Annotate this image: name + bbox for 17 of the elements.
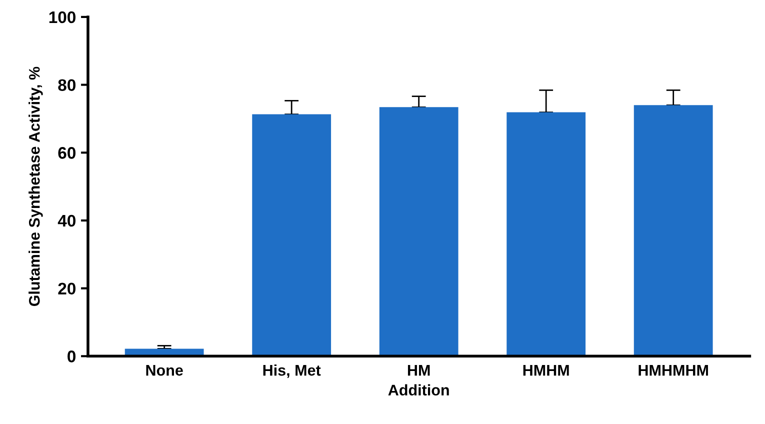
x-tick-label: None: [146, 365, 183, 376]
bar: [506, 112, 586, 356]
x-tick-label: His, Met: [263, 364, 321, 378]
y-tick-label: 100: [49, 11, 76, 24]
bar: [379, 107, 458, 356]
x-tick-label: HM: [408, 365, 430, 376]
y-axis-title: Glutamine Synthetase Activity, %: [28, 66, 43, 306]
y-tick-label: 20: [58, 282, 76, 295]
y-tick-label: 0: [68, 350, 76, 362]
y-tick-label: 60: [58, 147, 76, 159]
y-tick-label: 40: [58, 214, 76, 227]
x-axis-title: Addition: [388, 384, 449, 396]
bar: [252, 114, 332, 356]
x-tick-label: HMHMHM: [638, 365, 708, 376]
y-tick-label: 80: [58, 79, 76, 92]
bar: [634, 105, 713, 356]
x-tick-label: HMHM: [523, 365, 569, 376]
